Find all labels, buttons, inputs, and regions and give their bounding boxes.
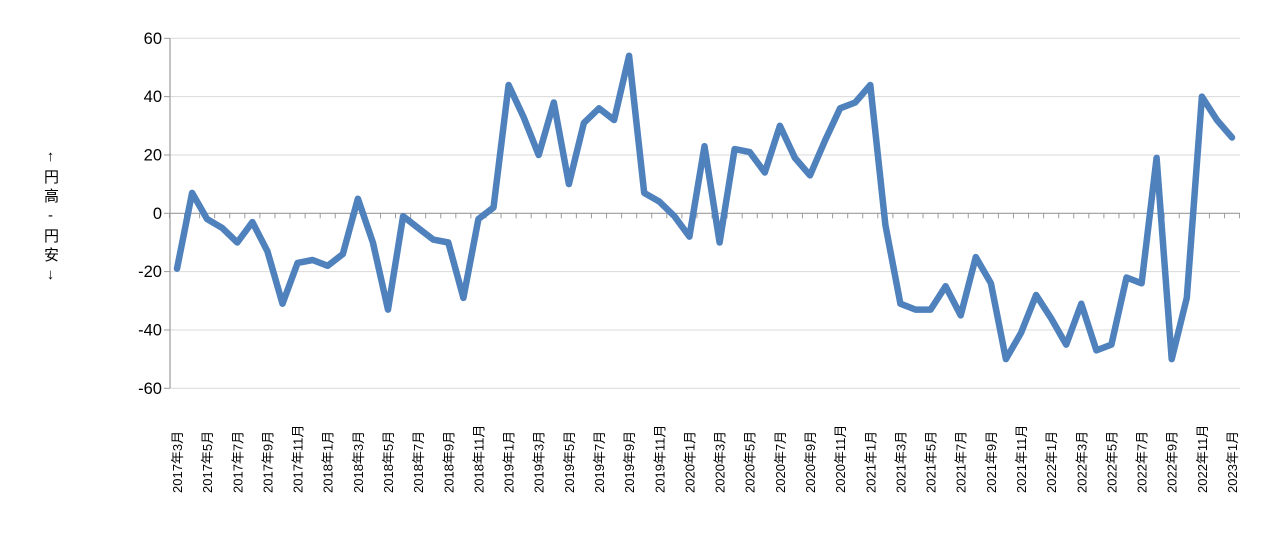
x-axis-tick-label: 2022年1月	[1044, 431, 1059, 493]
y-axis-tick-label: 20	[144, 146, 162, 164]
y-axis-tick-label: 60	[144, 30, 162, 48]
x-axis-tick-label: 2018年1月	[321, 431, 336, 493]
x-axis-tick-label: 2021年9月	[984, 431, 999, 493]
x-axis-tick-label: 2019年5月	[562, 431, 577, 493]
x-axis-tick-label: 2018年11月	[471, 425, 486, 493]
y-axis-tick-label: 0	[153, 205, 162, 223]
x-axis-tick-label: 2019年7月	[592, 431, 607, 493]
x-axis-tick-label: 2020年9月	[803, 431, 818, 493]
y-axis-tick-label: -20	[138, 263, 162, 281]
x-axis-tick-label: 2019年3月	[532, 431, 547, 493]
x-axis-tick-label: 2022年11月	[1195, 425, 1210, 493]
x-axis-tick-label: 2022年9月	[1165, 431, 1180, 493]
x-axis-tick-label: 2023年1月	[1225, 431, 1240, 493]
x-axis-tick-label: 2017年9月	[260, 431, 275, 493]
data-line-series	[173, 52, 1236, 363]
x-axis-tick-label: 2020年1月	[682, 431, 697, 493]
y-axis-tick-label: 40	[144, 88, 162, 106]
x-axis-tick-label: 2019年1月	[502, 431, 517, 493]
x-axis-tick-label: 2018年7月	[411, 431, 426, 493]
x-axis-tick-label: 2020年11月	[833, 425, 848, 493]
x-axis-tick-label: 2018年9月	[441, 431, 456, 493]
x-axis-tick-label: 2017年11月	[291, 425, 306, 493]
x-axis-tick-label: 2021年1月	[863, 431, 878, 493]
x-axis-tick-label: 2021年5月	[924, 431, 939, 493]
x-axis-tick-label: 2020年3月	[713, 431, 728, 493]
x-axis-tick-label: 2018年3月	[351, 431, 366, 493]
y-axis-tick-label: -60	[138, 380, 162, 398]
x-axis-tick-label: 2021年11月	[1014, 425, 1029, 493]
x-axis-tick-label: 2022年3月	[1074, 431, 1089, 493]
x-axis-tick-label: 2019年9月	[622, 431, 637, 493]
x-axis-tick-label: 2022年5月	[1104, 431, 1119, 493]
x-axis-tick-label: 2020年5月	[743, 431, 758, 493]
x-axis-tick-label: 2017年5月	[200, 431, 215, 493]
y-axis-tick-label: -40	[138, 321, 162, 339]
y-axis-title: ↑円高-円安↓	[42, 148, 59, 287]
x-axis-tick-label: 2020年7月	[773, 431, 788, 493]
x-axis-tick-label: 2022年7月	[1135, 431, 1150, 493]
x-axis-tick-label: 2017年3月	[170, 431, 185, 493]
x-axis-tick-label: 2021年3月	[893, 431, 908, 493]
x-axis-tick-label: 2018年5月	[381, 431, 396, 493]
x-axis-tick-label: 2021年7月	[954, 431, 969, 493]
x-axis-tick-label: 2017年7月	[230, 431, 245, 493]
x-axis-tick-label: 2019年11月	[652, 425, 667, 493]
